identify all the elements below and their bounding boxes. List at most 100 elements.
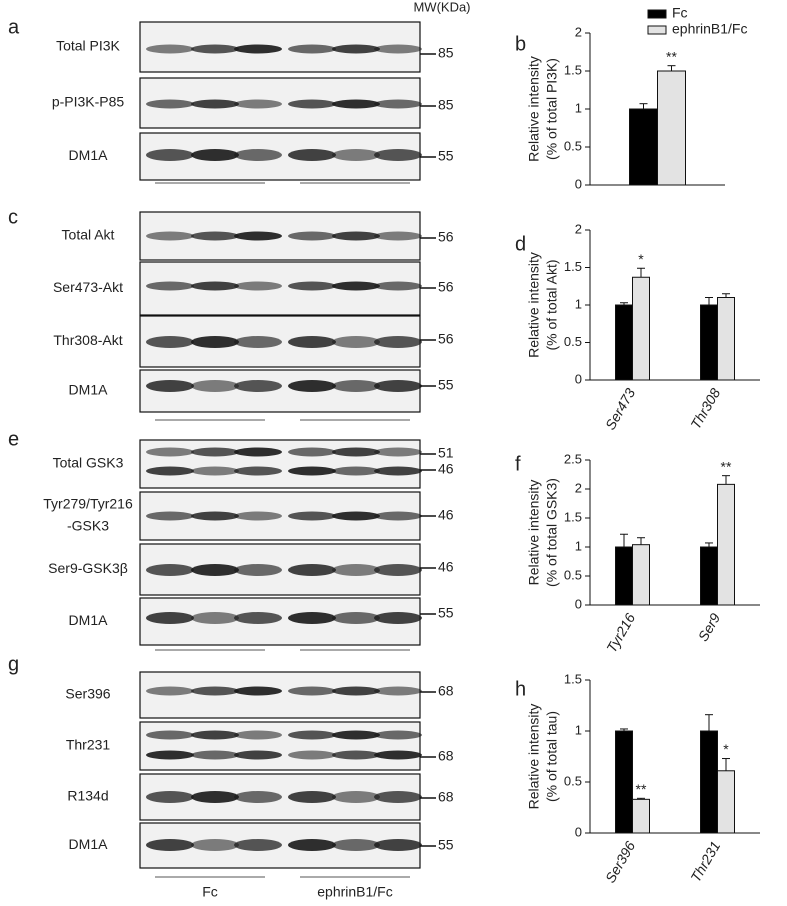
blot-frame (139, 671, 421, 719)
bar (615, 546, 633, 606)
blot-band (332, 231, 380, 241)
blot-band (332, 612, 380, 624)
panel-letter: e (8, 428, 19, 450)
row-label: Total PI3K (56, 38, 120, 54)
blot-band (146, 99, 194, 109)
blot-band (234, 791, 282, 803)
y-tick-label: 2.5 (564, 451, 582, 466)
blot-band (332, 511, 380, 521)
mw-label: 85 (438, 97, 454, 113)
row-label: Total GSK3 (53, 455, 124, 471)
blot-band (146, 839, 194, 851)
blot-band (288, 791, 336, 803)
blot-band (374, 380, 422, 392)
significance: * (723, 741, 729, 757)
blot-band (374, 99, 422, 109)
blot-band (191, 44, 239, 54)
blot-band (191, 149, 239, 161)
x-tick-label: Tyr216 (603, 610, 638, 655)
mw-label: 55 (438, 605, 454, 621)
blot-band (234, 149, 282, 161)
mw-label: 55 (438, 837, 454, 853)
blot-band (146, 231, 194, 241)
bar (657, 70, 686, 186)
blot-band (234, 730, 282, 740)
panel-letter: f (515, 453, 521, 475)
blot-band (288, 839, 336, 851)
row-label: DM1A (69, 147, 109, 163)
row-label: Ser473-Akt (53, 279, 123, 295)
blot-band (191, 564, 239, 576)
group-label: ephrinB1/Fc (317, 884, 392, 900)
blot-band (191, 447, 239, 457)
blot-band (288, 511, 336, 521)
blot-band (288, 99, 336, 109)
row-label: DM1A (69, 382, 109, 398)
blot-band (234, 839, 282, 851)
significance: ** (721, 458, 732, 474)
blot-band (288, 466, 336, 476)
row-label: DM1A (69, 612, 109, 628)
y-axis-label: (% of total GSK3) (544, 478, 560, 587)
legend-swatch (647, 25, 667, 35)
blot-band (234, 612, 282, 624)
bar (717, 770, 735, 834)
blot-band (288, 750, 336, 760)
significance: ** (666, 48, 677, 64)
panel-letter: c (8, 206, 18, 228)
row-label: Tyr279/Tyr216 (43, 496, 133, 512)
significance: ** (636, 781, 647, 797)
bar (632, 276, 650, 381)
blot-band (374, 149, 422, 161)
blot-band (234, 447, 282, 457)
y-tick-label: 1.5 (564, 62, 582, 77)
y-tick-label: 2 (575, 480, 582, 495)
blot-band (374, 686, 422, 696)
blot-band (332, 336, 380, 348)
mw-label: 68 (438, 789, 454, 805)
row-label: Total Akt (62, 227, 115, 243)
blot-band (146, 380, 194, 392)
blot-band (288, 336, 336, 348)
blot-band (234, 231, 282, 241)
blot-band (146, 281, 194, 291)
mw-label: 56 (438, 229, 454, 245)
blot-band (288, 281, 336, 291)
blot-band (191, 730, 239, 740)
blot-band (374, 44, 422, 54)
blot-band (288, 380, 336, 392)
blot-band (146, 149, 194, 161)
bar (717, 297, 735, 381)
mw-label: 85 (438, 45, 454, 61)
blot-band (234, 511, 282, 521)
blot-band (234, 686, 282, 696)
row-label: Ser396 (65, 686, 110, 702)
y-tick-label: 0.5 (564, 567, 582, 582)
blot-band (332, 380, 380, 392)
y-tick-label: 1 (575, 722, 582, 737)
blot-band (332, 564, 380, 576)
blot-band (374, 281, 422, 291)
blot-band (332, 281, 380, 291)
blot-band (288, 149, 336, 161)
y-tick-label: 0 (575, 371, 582, 386)
bar (632, 798, 650, 834)
y-axis-label: Relative intensity (526, 252, 542, 358)
bar (717, 483, 735, 606)
y-tick-label: 0.5 (564, 138, 582, 153)
blot-band (288, 612, 336, 624)
y-tick-label: 1.5 (564, 259, 582, 274)
mw-label: 46 (438, 507, 454, 523)
row-label: Ser9-GSK3β (48, 560, 128, 576)
blot-band (332, 791, 380, 803)
blot-band (374, 511, 422, 521)
blot-band (191, 466, 239, 476)
blot-band (146, 466, 194, 476)
blot-band (146, 612, 194, 624)
blot-frame (139, 369, 421, 413)
bar (700, 304, 718, 381)
blot-frame (139, 721, 421, 771)
legend-swatch (647, 9, 667, 19)
blot-band (191, 336, 239, 348)
